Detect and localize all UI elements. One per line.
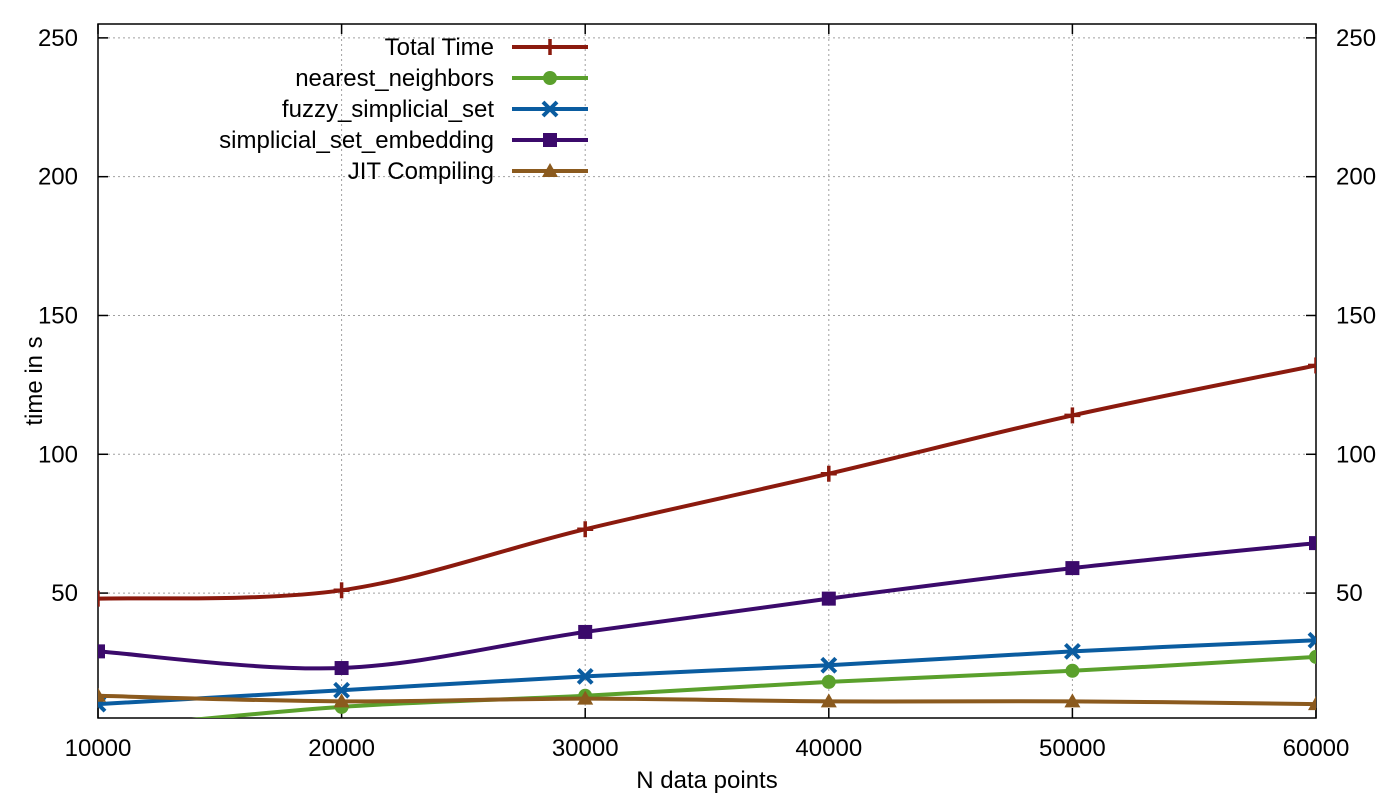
y-tick-label-left: 100 [38,441,78,468]
data-point-fuzzy-simplicial-set [1063,642,1081,660]
data-point-fuzzy-simplicial-set [576,667,594,685]
data-point-jit-compiling [1064,693,1081,708]
data-point-nearest-neighbors [1309,649,1316,664]
legend-marker-nearest-neighbors [543,71,557,85]
data-point-jit-compiling [98,687,106,702]
data-point-total-time [1308,357,1316,374]
data-point-fuzzy-simplicial-set [333,681,351,699]
x-tick-label: 50000 [1039,735,1106,762]
series-jit-compiling [98,687,1316,711]
legend-marker-total-time [542,39,558,55]
series-line-simplicial-set-embedding [98,541,1316,671]
marker-stroke [820,656,838,674]
legend-marker-fuzzy-simplicial-set [541,100,559,118]
data-point-nearest-neighbors [821,674,836,689]
marker-stroke [1063,642,1081,660]
data-point-fuzzy-simplicial-set [820,656,838,674]
data-point-fuzzy-simplicial-set [1307,631,1316,649]
series-line-nearest-neighbors [190,654,1316,718]
marker-stroke [576,667,594,685]
y-tick-label-left: 200 [38,164,78,191]
axis-ticks [97,24,1317,718]
data-point-nearest-neighbors [91,722,105,736]
y-axis-label: time in s [21,336,48,425]
data-point-simplicial-set-embedding [334,661,349,676]
legend-label-fuzzy-simplicial-set: fuzzy_simplicial_set [282,96,494,123]
x-tick-label: 20000 [308,735,375,762]
data-point-simplicial-set-embedding [1309,536,1316,551]
x-tick-label: 40000 [795,735,862,762]
legend-label-total-time: Total Time [385,34,494,61]
x-tick-label: 10000 [65,735,132,762]
plot-area [91,357,1316,736]
marker-stroke [1307,631,1316,644]
x-tick-label: 30000 [552,735,619,762]
y-tick-label-right: 50 [1336,580,1363,607]
data-point-jit-compiling [1308,696,1316,711]
tick-labels: 10000 20000 30000 40000 50000 60000 50 50 100 100… [38,25,1376,762]
marker-stroke [333,681,351,699]
data-point-simplicial-set-embedding [578,624,593,639]
marker-stroke [1307,637,1316,649]
data-point-total-time [577,521,594,538]
y-tick-label-left: 250 [38,25,78,52]
marker-stroke [541,100,559,118]
y-tick-label-right: 150 [1336,302,1376,329]
data-point-jit-compiling [577,690,594,705]
legend-label-nearest-neighbors: nearest_neighbors [295,65,494,92]
y-tick-label-right: 100 [1336,441,1376,468]
x-tick-label: 60000 [1283,735,1350,762]
data-point-simplicial-set-embedding [98,644,105,659]
legend-label-simplicial-set-embedding: simplicial_set_embedding [219,127,494,154]
legend-label-jit-compiling: JIT Compiling [348,158,494,185]
legend-marker-jit-compiling [542,163,558,177]
series-line-total-time [98,363,1316,601]
data-point-total-time [1064,407,1081,424]
series-line-fuzzy-simplicial-set [98,638,1316,707]
y-tick-label-right: 250 [1336,25,1376,52]
y-tick-label-right: 200 [1336,164,1376,191]
legend-marker-simplicial-set-embedding [543,133,557,147]
marker-stroke [98,701,107,713]
data-point-nearest-neighbors [1065,663,1080,678]
x-axis-label: N data points [636,767,777,794]
data-point-simplicial-set-embedding [821,591,836,606]
data-point-total-time [820,465,837,482]
series-total-time [98,357,1316,607]
series-fuzzy-simplicial-set [98,631,1316,713]
legend: Total Time nearest_neighbors fuzzy_simplic… [219,34,588,185]
series-simplicial-set-embedding [98,536,1316,676]
series-line-jit-compiling [98,693,1316,707]
data-point-jit-compiling [820,693,837,708]
data-point-total-time [333,582,350,599]
y-tick-label-left: 150 [38,302,78,329]
data-point-simplicial-set-embedding [1065,561,1080,576]
data-point-total-time [98,590,106,607]
data-point-jit-compiling [333,693,350,708]
y-tick-label-left: 50 [51,580,78,607]
